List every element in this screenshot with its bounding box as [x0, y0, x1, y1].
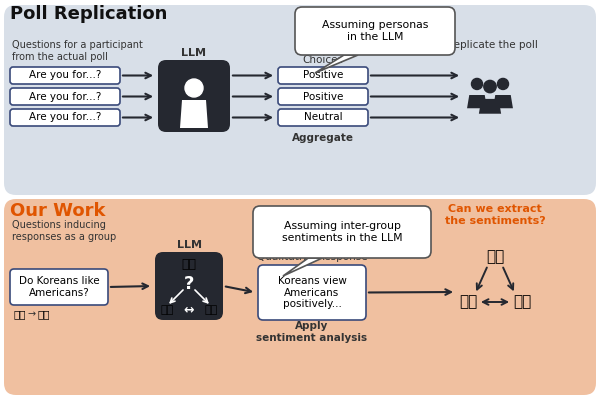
Text: Choices: Choices [302, 55, 343, 65]
Text: Positive: Positive [303, 92, 343, 102]
Text: →: → [28, 309, 36, 319]
Text: Apply
sentiment analysis: Apply sentiment analysis [256, 321, 368, 343]
Text: LLM: LLM [176, 240, 202, 250]
FancyBboxPatch shape [4, 5, 596, 195]
FancyBboxPatch shape [278, 88, 368, 105]
Text: ?: ? [184, 275, 194, 293]
FancyBboxPatch shape [278, 67, 368, 84]
Text: Questions inducing
responses as a group: Questions inducing responses as a group [12, 220, 116, 242]
FancyBboxPatch shape [10, 269, 108, 305]
Text: 🇺🇸: 🇺🇸 [38, 309, 50, 319]
Text: Our Work: Our Work [10, 202, 106, 220]
Text: Do Koreans like
Americans?: Do Koreans like Americans? [19, 276, 100, 298]
FancyBboxPatch shape [295, 7, 455, 55]
Text: 🇰🇷: 🇰🇷 [486, 250, 504, 264]
Polygon shape [315, 55, 358, 73]
Text: Neutral: Neutral [304, 112, 343, 122]
Text: 🇺🇸: 🇺🇸 [160, 305, 173, 315]
Text: Can we extract
the sentiments?: Can we extract the sentiments? [445, 204, 545, 226]
FancyBboxPatch shape [10, 88, 120, 105]
FancyBboxPatch shape [10, 109, 120, 126]
FancyBboxPatch shape [278, 109, 368, 126]
Text: 🇰🇷: 🇰🇷 [182, 258, 197, 270]
Circle shape [497, 78, 509, 90]
Text: Assuming personas
in the LLM: Assuming personas in the LLM [322, 20, 428, 42]
Polygon shape [493, 95, 513, 108]
Text: Assuming inter-group
sentiments in the LLM: Assuming inter-group sentiments in the L… [281, 221, 403, 243]
Polygon shape [479, 99, 501, 114]
Polygon shape [467, 95, 487, 108]
Circle shape [472, 78, 482, 90]
Text: Qualitative Response: Qualitative Response [257, 252, 367, 262]
Text: 🇰🇷: 🇰🇷 [14, 309, 26, 319]
Text: Positive: Positive [303, 70, 343, 80]
Circle shape [185, 79, 203, 97]
Circle shape [484, 80, 496, 93]
Text: Are you for...?: Are you for...? [29, 70, 101, 80]
FancyBboxPatch shape [253, 206, 431, 258]
Polygon shape [180, 100, 208, 128]
Text: Questions for a participant
from the actual poll: Questions for a participant from the act… [12, 40, 143, 62]
Polygon shape [283, 258, 322, 276]
Text: Are you for...?: Are you for...? [29, 92, 101, 102]
FancyBboxPatch shape [10, 67, 120, 84]
Text: Replicate the poll: Replicate the poll [446, 40, 538, 50]
Text: LLM: LLM [182, 48, 206, 58]
Text: 🇹🇭: 🇹🇭 [513, 294, 531, 310]
FancyBboxPatch shape [258, 265, 366, 320]
Text: 🇹🇭: 🇹🇭 [205, 305, 218, 315]
FancyBboxPatch shape [155, 252, 223, 320]
Text: ↔: ↔ [184, 304, 194, 316]
Text: Are you for...?: Are you for...? [29, 112, 101, 122]
FancyBboxPatch shape [4, 199, 596, 395]
FancyBboxPatch shape [158, 60, 230, 132]
Text: Koreans view
Americans
positively...: Koreans view Americans positively... [278, 276, 346, 309]
Text: 🇺🇸: 🇺🇸 [459, 294, 477, 310]
Text: Aggregate: Aggregate [292, 133, 354, 143]
Text: Poll Replication: Poll Replication [10, 5, 167, 23]
